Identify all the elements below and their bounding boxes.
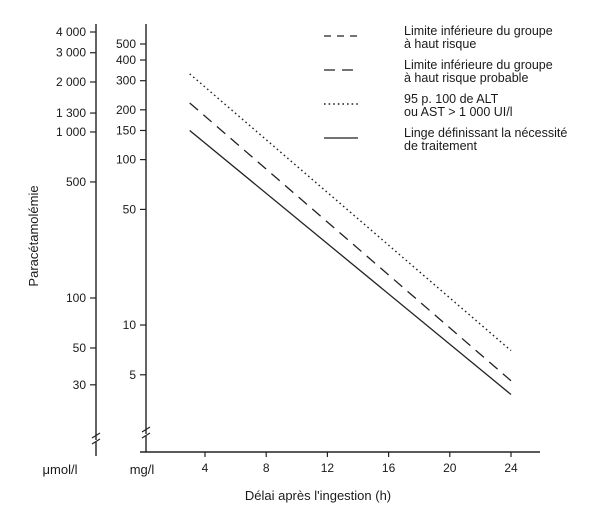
y-left-tick-label: 4 000 bbox=[56, 25, 86, 39]
x-tick-label: 16 bbox=[382, 461, 396, 475]
legend-label: à haut risque probable bbox=[404, 71, 528, 85]
y-left-tick-label: 3 000 bbox=[56, 46, 86, 60]
series-line-solid bbox=[189, 129, 512, 396]
legend-label: ou AST > 1 000 UI/l bbox=[404, 105, 513, 119]
y-left-tick-label: 50 bbox=[73, 341, 87, 355]
y-left-tick-label: 30 bbox=[73, 378, 87, 392]
y-right-tick-label: 5 bbox=[129, 368, 136, 382]
y-right-tick-label: 300 bbox=[116, 74, 136, 88]
x-tick-label: 4 bbox=[202, 461, 209, 475]
y-right-tick-label: 200 bbox=[116, 103, 136, 117]
y-right-tick-label: 100 bbox=[116, 153, 136, 167]
y-right-tick-label: 500 bbox=[116, 37, 136, 51]
legend-label: 95 p. 100 de ALT bbox=[404, 92, 499, 106]
x-tick-label: 24 bbox=[504, 461, 518, 475]
y-left-tick-label: 2 000 bbox=[56, 75, 86, 89]
y-left-tick-label: 500 bbox=[66, 175, 86, 189]
series-line-dotted bbox=[189, 73, 512, 352]
series-layer bbox=[189, 73, 512, 396]
y-left-tick-label: 100 bbox=[66, 291, 86, 305]
y-axis-right-break bbox=[141, 426, 151, 439]
legend-label: Limite inférieure du groupe bbox=[404, 24, 553, 38]
y-axis-title: Paracétamolémie bbox=[26, 185, 41, 286]
y-right-tick-label: 50 bbox=[123, 202, 137, 216]
y-left-tick-label: 1 300 bbox=[56, 106, 86, 120]
x-tick-label: 8 bbox=[263, 461, 270, 475]
y-left-tick-label: 1 000 bbox=[56, 125, 86, 139]
x-tick-label: 20 bbox=[443, 461, 457, 475]
legend-label: à haut risque bbox=[404, 37, 476, 51]
y-right-tick-label: 150 bbox=[116, 123, 136, 137]
axes: 4 000 3 000 2 000 1 300 1 000 500 100 50 30 500 40… bbox=[56, 24, 540, 475]
y-right-tick-label: 400 bbox=[116, 53, 136, 67]
y-axis-left-break bbox=[91, 432, 101, 445]
y-unit-umol: μmol/l bbox=[43, 462, 78, 477]
x-axis-title: Délai après l'ingestion (h) bbox=[245, 488, 391, 503]
x-tick-label: 12 bbox=[321, 461, 335, 475]
legend-label: Linge définissant la nécessité bbox=[404, 126, 567, 140]
y-unit-mg: mg/l bbox=[130, 462, 155, 477]
y-right-tick-label: 10 bbox=[123, 318, 137, 332]
legend-label: Limite inférieure du groupe bbox=[404, 58, 553, 72]
legend-label: de traitement bbox=[404, 139, 477, 153]
